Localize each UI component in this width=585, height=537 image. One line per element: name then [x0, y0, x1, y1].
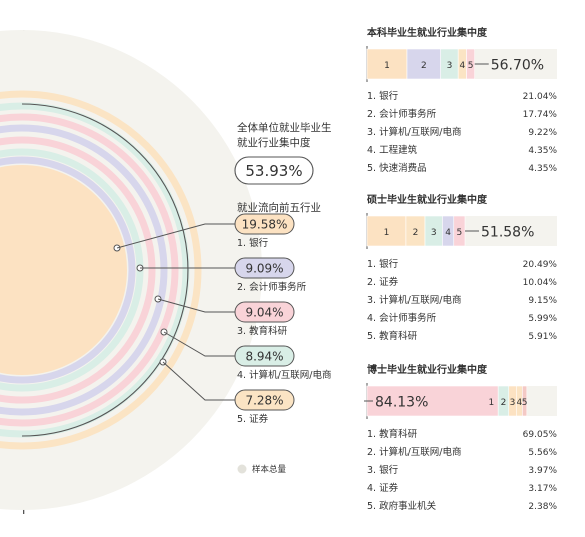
segment-label-3: 3	[510, 398, 516, 408]
item-name-1: 1. 教育科研	[367, 428, 418, 440]
segment-label-4: 4	[459, 61, 465, 71]
segment-label-5: 5	[522, 398, 528, 408]
item-pct-3: 9.15%	[528, 296, 557, 306]
ring-3	[0, 113, 179, 427]
item-name-2: 2. 证券	[367, 276, 399, 288]
top-five-radial-chart	[0, 30, 262, 514]
item-name-5: 5. 快速消费品	[367, 162, 427, 174]
item-name-2: 2. 计算机/互联网/电商	[367, 446, 462, 458]
bar-segment-5	[522, 385, 528, 417]
value-pill-2	[234, 257, 295, 279]
panel-1: 本科毕业生就业行业集中度 1 2 3 4 5 56.70% 1. 银行 21.04% 2. 会计师…	[366, 26, 558, 174]
category-label-2: 2. 会计师事务所	[237, 281, 307, 293]
segment-label-1: 1	[384, 61, 390, 71]
item-pct-5: 5.91%	[528, 332, 557, 342]
item-pct-3: 3.97%	[528, 466, 557, 476]
value-label-3: 9.04%	[245, 306, 283, 320]
panel-title: 本科毕业生就业行业集中度	[367, 26, 488, 39]
inner-disc	[0, 165, 127, 375]
leader-line-1	[116, 223, 235, 249]
item-pct-2: 10.04%	[523, 278, 558, 288]
item-pct-2: 17.74%	[523, 110, 558, 120]
total-label: 84.13%	[375, 395, 428, 411]
segment-label-2: 2	[421, 61, 427, 71]
panel-title: 博士毕业生就业行业集中度	[367, 363, 488, 376]
segment-label-1: 1	[384, 228, 390, 238]
value-pill-5	[234, 389, 295, 411]
value-pill-3	[234, 301, 295, 323]
value-pill-4	[234, 345, 295, 367]
ring-4	[0, 124, 168, 416]
panel-3: 博士毕业生就业行业集中度 1 2 3 4 5 84.13% 1. 教育科研 69.05% 2. 计…	[364, 363, 557, 512]
item-pct-4: 3.17%	[528, 484, 557, 494]
item-pct-4: 5.99%	[528, 314, 557, 324]
segment-label-5: 5	[457, 228, 463, 238]
segment-label-1: 1	[488, 398, 494, 408]
item-name-3: 3. 银行	[367, 464, 399, 476]
item-name-5: 5. 政府事业机关	[367, 500, 437, 512]
item-name-4: 4. 工程建筑	[367, 144, 418, 156]
item-pct-5: 2.38%	[528, 502, 557, 512]
ring-2	[0, 102, 190, 438]
panel-2: 硕士毕业生就业行业集中度 1 2 3 4 5 51.58% 1. 银行 20.49% 2. 证券 1…	[366, 193, 558, 342]
segment-label-5: 5	[468, 61, 474, 71]
ring-markers	[113, 244, 168, 366]
overall-value-pill	[234, 156, 314, 185]
overall-title-line2: 就业行业集中度	[237, 136, 311, 149]
bar-segment-1	[366, 48, 408, 80]
total-label: 51.58%	[481, 225, 534, 241]
item-name-1: 1. 银行	[367, 258, 399, 270]
item-pct-1: 21.04%	[523, 92, 558, 102]
category-label-5: 5. 证券	[237, 413, 269, 425]
value-label-5: 7.28%	[245, 394, 283, 408]
panel-title: 硕士毕业生就业行业集中度	[367, 193, 488, 206]
value-label-2: 9.09%	[245, 262, 283, 276]
category-label-4: 4. 计算机/互联网/电商	[237, 369, 332, 381]
item-pct-5: 4.35%	[528, 164, 557, 174]
ring-7	[0, 156, 136, 384]
item-name-3: 3. 计算机/互联网/电商	[367, 294, 462, 306]
item-pct-1: 20.49%	[523, 260, 558, 270]
segment-label-3: 3	[431, 228, 437, 238]
leader-line-3	[157, 298, 235, 313]
item-name-5: 5. 教育科研	[367, 330, 418, 342]
ring-1	[0, 90, 202, 450]
value-label-1: 19.58%	[242, 218, 288, 232]
segment-label-2: 2	[501, 398, 507, 408]
overall-value: 53.93%	[245, 162, 302, 180]
top-five-list: 19.58% 1. 银行 9.09% 2. 会计师事务所 9.04% 3. 教育科研 8.9…	[116, 213, 332, 425]
leader-line-5	[162, 361, 235, 401]
segment-label-4: 4	[516, 398, 522, 408]
item-pct-2: 5.56%	[528, 448, 557, 458]
leader-line-4	[163, 331, 235, 357]
value-pill-1	[234, 213, 295, 235]
bar-segment-1	[366, 215, 407, 247]
item-pct-3: 9.22%	[528, 128, 557, 138]
segment-label-4: 4	[445, 228, 451, 238]
bar-segment-2	[406, 48, 441, 80]
item-name-2: 2. 会计师事务所	[367, 108, 437, 120]
overall-title-line1: 全体单位就业毕业生	[237, 121, 332, 134]
ring-5	[0, 136, 156, 404]
item-pct-1: 69.05%	[523, 430, 558, 440]
top5-title: 就业流向前五行业	[237, 201, 321, 214]
item-name-4: 4. 会计师事务所	[367, 312, 437, 324]
legend-label-total: 样本总量	[252, 464, 287, 475]
category-label-1: 1. 银行	[237, 237, 269, 249]
item-name-1: 1. 银行	[367, 90, 399, 102]
outer-arc	[21, 103, 189, 437]
item-name-3: 3. 计算机/互联网/电商	[367, 126, 462, 138]
industry-rings	[0, 90, 202, 450]
segment-label-2: 2	[413, 228, 419, 238]
category-label-3: 3. 教育科研	[237, 325, 288, 337]
legend-swatch-total	[237, 464, 247, 474]
segment-label-3: 3	[447, 61, 453, 71]
item-pct-4: 4.35%	[528, 146, 557, 156]
total-label: 56.70%	[491, 58, 544, 74]
value-label-4: 8.94%	[245, 350, 283, 364]
item-name-4: 4. 证券	[367, 482, 399, 494]
